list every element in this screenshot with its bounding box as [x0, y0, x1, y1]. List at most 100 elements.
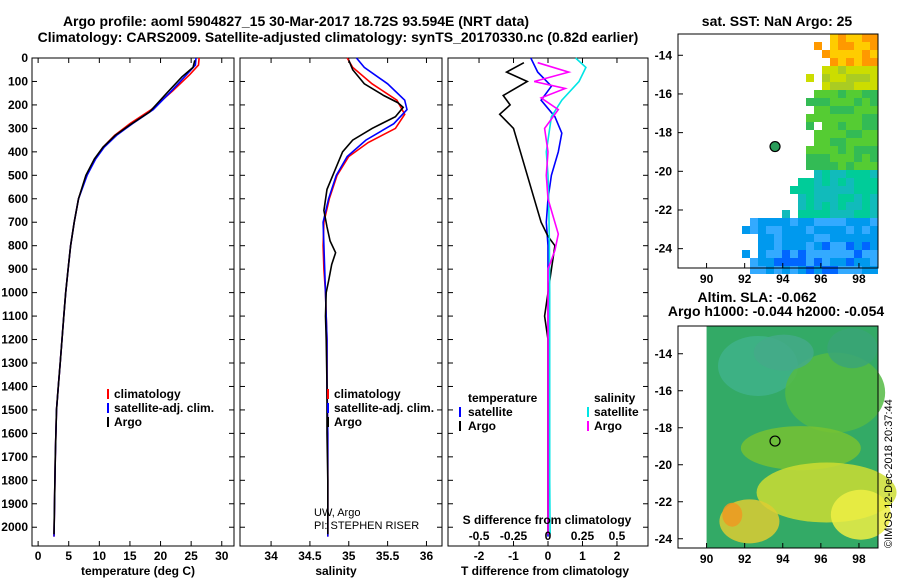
- sla-map-ytick-label: -24: [655, 532, 673, 546]
- sst-cell: [822, 74, 830, 82]
- sst-cell: [846, 58, 854, 66]
- sla-map-frame: [677, 325, 879, 549]
- sst-cell: [862, 82, 870, 90]
- sst-cell: [822, 178, 830, 186]
- sst-cell: [854, 218, 862, 226]
- sst-cell: [782, 242, 790, 250]
- sst-cell: [846, 90, 854, 98]
- sst-cell: [862, 154, 870, 162]
- sst-cell: [790, 258, 798, 266]
- sst-cell: [846, 98, 854, 106]
- pressure-tick-label: 100: [8, 74, 28, 88]
- sst-cell: [806, 210, 814, 218]
- sst-cell: [862, 202, 870, 210]
- sst-cell: [870, 234, 878, 242]
- sst-cell: [822, 242, 830, 250]
- sst-cell: [862, 258, 870, 266]
- sst-cell: [814, 210, 822, 218]
- sst-cell: [870, 266, 878, 274]
- sst-cell: [830, 234, 838, 242]
- pressure-tick-label: 800: [8, 239, 28, 253]
- sst-cell: [870, 194, 878, 202]
- sst-cell: [758, 218, 766, 226]
- sst-cell: [870, 218, 878, 226]
- sst-cell: [854, 130, 862, 138]
- sst-cell: [758, 242, 766, 250]
- difference-legend-right-label: Argo: [594, 419, 622, 433]
- sst-cell: [774, 218, 782, 226]
- sst-cell: [862, 138, 870, 146]
- sst-cell: [766, 242, 774, 250]
- sst-cell: [830, 154, 838, 162]
- sst-map-ytick-label: -22: [655, 203, 673, 217]
- sst-cell: [814, 250, 822, 258]
- sst-cell: [822, 218, 830, 226]
- sst-cell: [822, 186, 830, 194]
- sst-cell: [830, 106, 838, 114]
- sst-cell: [814, 90, 822, 98]
- sst-cell: [854, 90, 862, 98]
- pressure-tick-label: 0: [21, 51, 28, 65]
- sst-cell: [838, 82, 846, 90]
- sst-cell: [846, 178, 854, 186]
- pressure-tick-label: 300: [8, 121, 28, 135]
- sst-cell: [846, 154, 854, 162]
- sla-map-ytick-label: -18: [655, 421, 673, 435]
- temperature-xtick-label: 5: [65, 549, 72, 563]
- sst-cell: [822, 82, 830, 90]
- sst-cell: [846, 106, 854, 114]
- sst-cell: [838, 74, 846, 82]
- salinity-xtick-label: 36: [420, 549, 434, 563]
- salinity-legend-label: climatology: [334, 387, 401, 401]
- sst-cell: [830, 130, 838, 138]
- difference-xtick-label: 0: [545, 549, 552, 563]
- sst-cell: [838, 178, 846, 186]
- difference-legend-right-title: salinity: [594, 391, 636, 405]
- sst-cell: [830, 226, 838, 234]
- sst-cell: [838, 50, 846, 58]
- sst-cell: [822, 122, 830, 130]
- sst-cell: [846, 242, 854, 250]
- sst-cell: [838, 34, 846, 42]
- sst-cell: [830, 202, 838, 210]
- pressure-tick-label: 200: [8, 98, 28, 112]
- sst-cell: [814, 170, 822, 178]
- pressure-tick-label: 700: [8, 215, 28, 229]
- sst-cell: [830, 90, 838, 98]
- sst-cell: [814, 106, 822, 114]
- sst-cell: [854, 234, 862, 242]
- sst-cell: [782, 250, 790, 258]
- sst-cell: [838, 66, 846, 74]
- sst-map-ytick-label: -20: [655, 164, 673, 178]
- sst-cell: [758, 258, 766, 266]
- sst-cell: [838, 258, 846, 266]
- pressure-tick-label: 500: [8, 168, 28, 182]
- sst-cell: [822, 234, 830, 242]
- sst-cell: [774, 242, 782, 250]
- sst-cell: [870, 66, 878, 74]
- sst-cell: [814, 138, 822, 146]
- pressure-tick-label: 1400: [1, 379, 28, 393]
- sst-cell: [790, 218, 798, 226]
- sst-cell: [854, 194, 862, 202]
- sst-cell: [774, 234, 782, 242]
- sst-cell: [814, 186, 822, 194]
- sst-map-xtick-label: 94: [776, 272, 790, 286]
- sla-field-patch: [827, 328, 878, 369]
- difference-series-salinity-argo: [533, 61, 572, 535]
- sst-cell: [814, 154, 822, 162]
- sst-cell: [790, 250, 798, 258]
- sst-cell: [774, 258, 782, 266]
- sst-cell: [822, 114, 830, 122]
- sst-cell: [782, 266, 790, 274]
- sst-cell: [798, 266, 806, 274]
- sst-cell: [838, 106, 846, 114]
- sla-map-panel: 90 92 94 96 98 -14 -16 -18 -20 -22 -24: [655, 325, 897, 566]
- sst-cell: [854, 226, 862, 234]
- sst-cell: [806, 250, 814, 258]
- salinity-xtick-label: 34.5: [298, 549, 322, 563]
- sst-cell: [806, 154, 814, 162]
- sst-cell: [830, 138, 838, 146]
- sst-cell: [830, 122, 838, 130]
